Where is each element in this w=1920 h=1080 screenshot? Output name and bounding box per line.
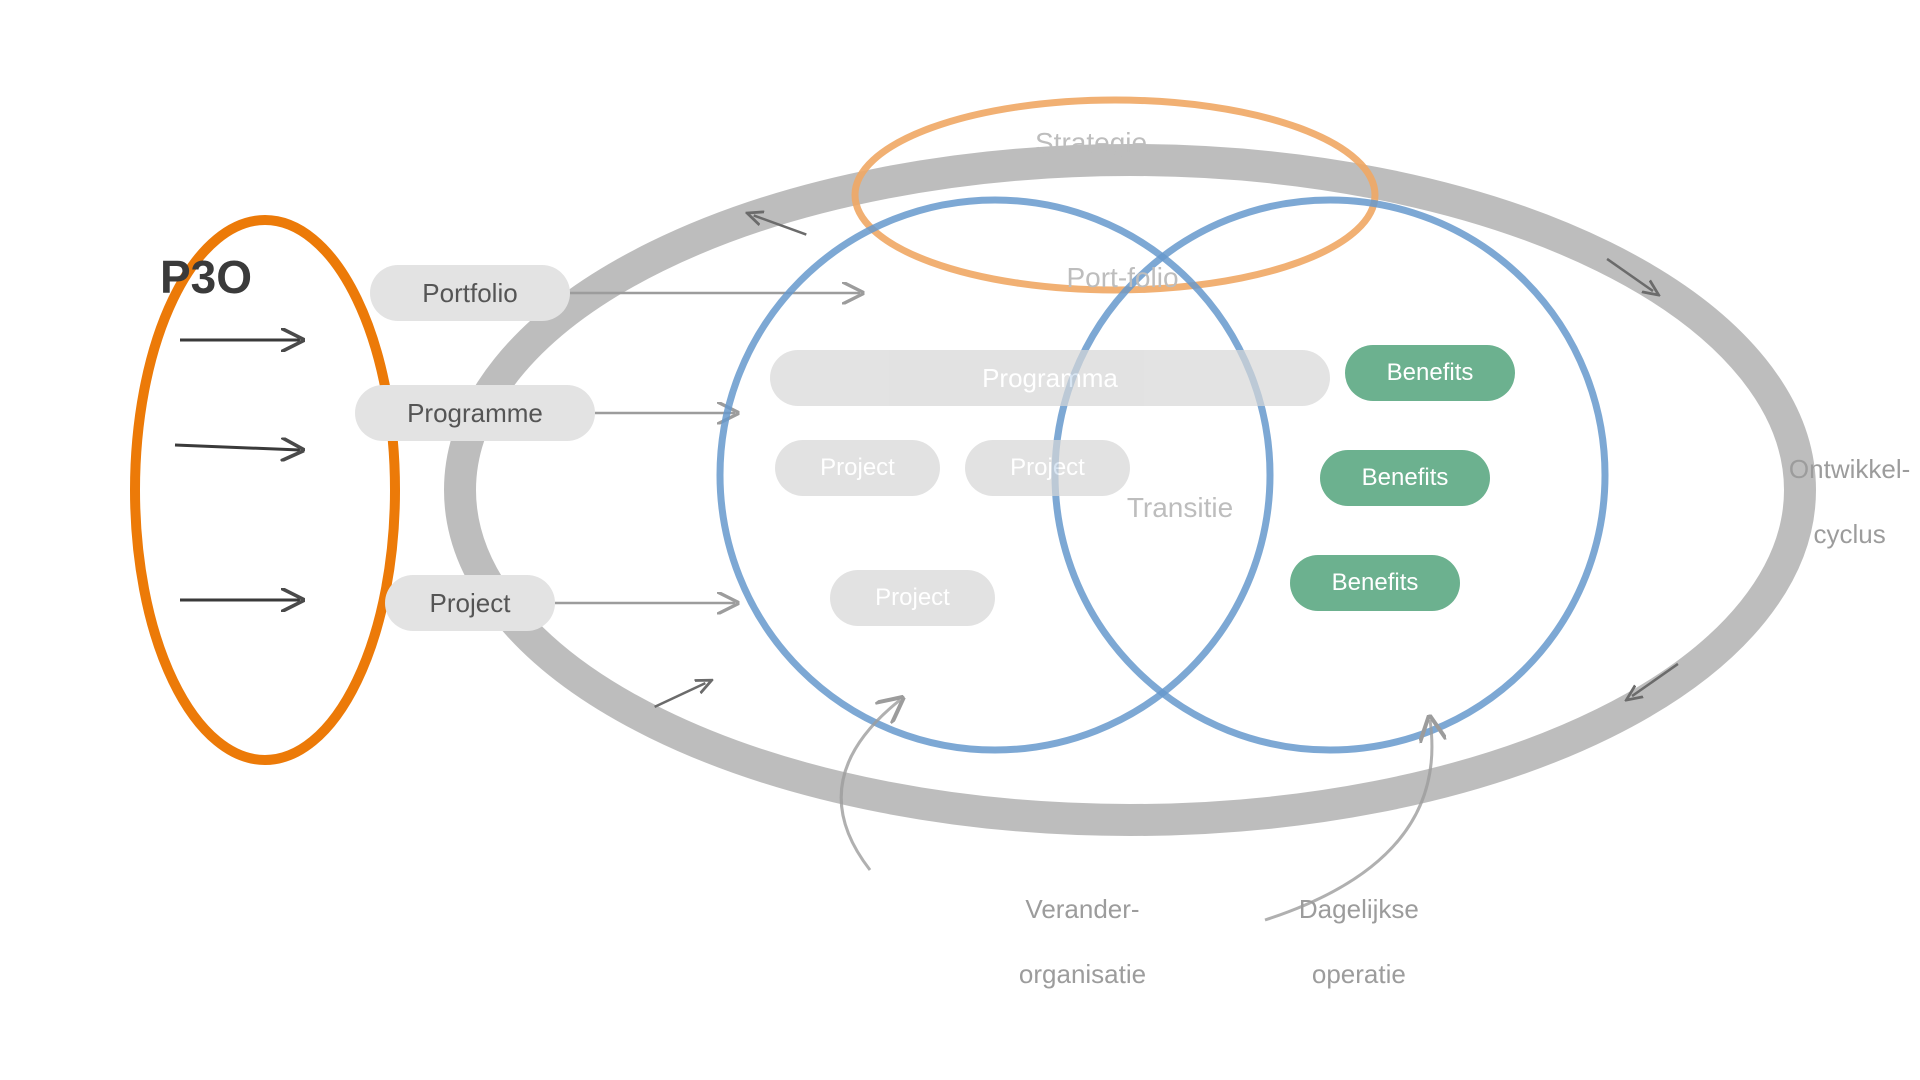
ontwikkel-line1: Ontwikkel-: [1789, 454, 1910, 484]
dagelijkse-line2: operatie: [1312, 959, 1406, 989]
inner-project-pill-1: Project: [775, 440, 940, 496]
verander-line2: organisatie: [1019, 959, 1146, 989]
benefit-pill-3: Benefits: [1290, 555, 1460, 611]
p3o-title: P3O: [160, 250, 252, 304]
benefit-pill-2: Benefits: [1320, 450, 1490, 506]
verander-organisatie-label: Verander- organisatie: [990, 860, 1146, 1023]
pill-project: Project: [385, 575, 555, 631]
inner-portfolio-label: Port-folio: [1035, 250, 1210, 306]
diagram-svg: [0, 0, 1920, 1080]
verander-line1: Verander-: [1025, 894, 1139, 924]
strategy-label: Strategie: [1035, 127, 1147, 159]
benefit-pill-1: Benefits: [1345, 345, 1515, 401]
pill-programme: Programme: [355, 385, 595, 441]
inner-project-pill-3: Project: [830, 570, 995, 626]
diagram-stage: P3O Strategie Portfolio Programme Projec…: [0, 0, 1920, 1080]
ontwikkel-cyclus-label: Ontwikkel- cyclus: [1760, 420, 1910, 583]
pill-portfolio: Portfolio: [370, 265, 570, 321]
ontwikkel-line2: cyclus: [1813, 519, 1885, 549]
inner-transitie-label: Transitie: [1090, 480, 1270, 536]
inner-programma-pill: Programma: [770, 350, 1330, 406]
dagelijkse-operatie-label: Dagelijkse operatie: [1270, 860, 1419, 1023]
dagelijkse-line1: Dagelijkse: [1299, 894, 1419, 924]
